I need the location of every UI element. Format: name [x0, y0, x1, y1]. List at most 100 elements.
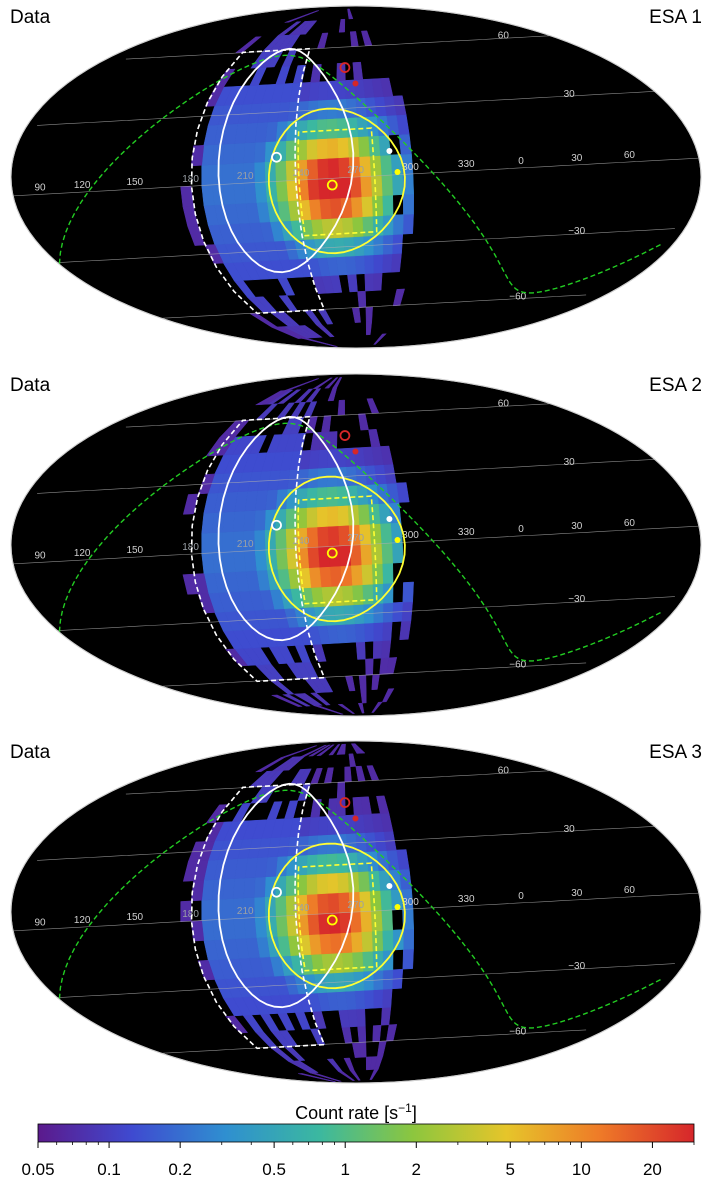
heatmap-cell [357, 135, 370, 157]
map-panel-1: 60300330300270240210180150120906030−30−6… [10, 5, 702, 349]
marker-ring [326, 914, 338, 926]
panel-3-right-label: ESA 3 [649, 742, 702, 763]
heatmap-cell [336, 117, 348, 139]
heatmap-cell [332, 377, 343, 389]
heatmap-cell [357, 702, 365, 714]
longitude-label: 120 [74, 180, 91, 191]
longitude-label: 90 [35, 550, 47, 561]
heatmap-cell [357, 503, 370, 525]
heatmap-cell [362, 215, 374, 237]
sky-outline [10, 5, 702, 349]
heatmap-cell [277, 21, 302, 36]
heatmap-cell [326, 1058, 343, 1072]
heatmap-cell [326, 137, 339, 159]
heatmap-cell [284, 800, 299, 820]
longitude-label: 210 [237, 171, 254, 182]
heatmap-cell [222, 163, 234, 185]
heatmap-cell [300, 744, 327, 757]
heatmap-cell [369, 523, 382, 545]
colorbar-tick-label: 0.05 [21, 1160, 55, 1179]
heatmap-cell [373, 622, 384, 642]
longitude-label: 90 [35, 917, 47, 928]
heatmap-cell [266, 801, 283, 820]
heatmap-cell [338, 912, 352, 934]
heatmap-cell [316, 506, 328, 528]
heatmap-cell [367, 503, 381, 525]
latitude-label: 60 [498, 30, 510, 41]
latitude-label: 60 [498, 765, 510, 776]
longitude-label: 300 [402, 530, 419, 541]
heatmap-cell [379, 154, 393, 176]
colorbar-tick-label: 0.5 [262, 1160, 286, 1179]
heatmap-cell [367, 135, 381, 157]
heatmap-cell [222, 878, 235, 900]
longitude-label: 150 [126, 545, 143, 556]
longitude-label: 180 [182, 909, 199, 920]
heatmap-cell [351, 216, 364, 238]
heatmap-cell [357, 290, 367, 308]
heatmap-cell [392, 214, 404, 235]
heatmap-cell [306, 854, 318, 875]
heatmap-cell [326, 118, 338, 139]
ecliptic-curve [58, 422, 661, 662]
colorbar-tick-label: 1 [340, 1160, 350, 1179]
marker-ring [271, 886, 282, 898]
heatmap-cell [359, 910, 373, 933]
longitude-label: 150 [126, 912, 143, 923]
sky-outline [10, 373, 702, 717]
heatmap-cell [243, 917, 257, 939]
white-contour [217, 415, 355, 642]
longitude-label: 0 [518, 891, 524, 902]
heatmap-cell [317, 449, 329, 469]
heatmap-cell [234, 36, 262, 54]
longitude-label: 180 [182, 542, 199, 553]
parallel-line [11, 157, 701, 197]
heatmap-cell [337, 703, 356, 714]
heatmap-cell [379, 889, 393, 911]
heatmap-cell [271, 694, 303, 707]
heatmap-cell [317, 81, 329, 101]
longitude-label: 330 [458, 159, 475, 170]
marker-ring [271, 151, 282, 163]
heatmap-cell [214, 68, 236, 88]
heatmap-cell [336, 80, 347, 100]
heatmap-cell [253, 529, 266, 551]
parallel-line [37, 458, 668, 494]
longitude-label: 300 [402, 897, 419, 908]
heatmap-cell [306, 506, 318, 528]
heatmap-cell [254, 181, 268, 203]
heatmap-cell [328, 744, 341, 756]
heatmap-cell [390, 253, 402, 273]
white-contour [217, 782, 355, 1009]
heatmap-cell [351, 584, 364, 606]
heatmap-cell [344, 766, 352, 783]
ecliptic-curve [58, 789, 661, 1029]
heatmap-cell [361, 931, 373, 953]
heatmap-cell [253, 509, 266, 531]
heatmap-cell [379, 522, 393, 544]
heatmap-cell [341, 952, 354, 973]
parallel-line [125, 769, 572, 795]
yellow-dashed-box [297, 127, 378, 237]
heatmap-cell [336, 815, 347, 835]
panel-2-right-label: ESA 2 [649, 375, 702, 396]
heatmap-cell [371, 930, 384, 952]
heatmap-cell [327, 892, 340, 914]
heatmap-cell [372, 640, 383, 659]
heatmap-cell [402, 948, 414, 970]
heatmap-cell [316, 138, 328, 160]
longitude-label: 0 [518, 156, 524, 167]
longitude-label: 30 [571, 888, 583, 899]
yellow-dashed-box [297, 862, 378, 972]
heatmap-cell [381, 253, 393, 274]
colorbar-tick-label: 10 [571, 1160, 591, 1179]
heatmap-cell [274, 895, 287, 917]
heatmap-cell [391, 542, 404, 564]
heatmap-cell [243, 510, 256, 532]
heatmap-cell [348, 753, 357, 767]
heatmap-cell [354, 990, 366, 1010]
heatmap-cell [326, 486, 338, 507]
heatmap-cell [380, 640, 392, 659]
heatmap-cell [381, 194, 394, 216]
